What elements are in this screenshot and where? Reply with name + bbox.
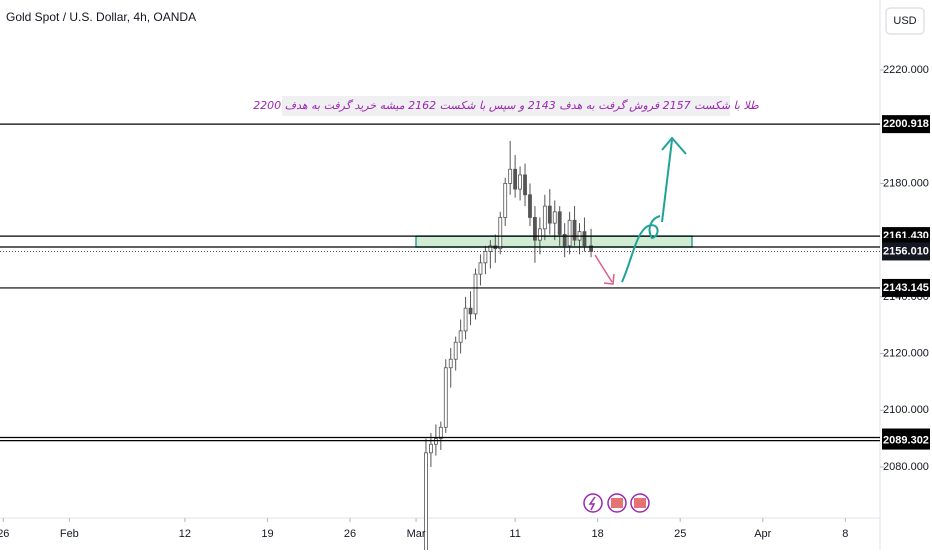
annotation-box	[282, 96, 730, 116]
candle-body	[533, 217, 537, 241]
x-tick-label: 12	[179, 528, 191, 540]
candle-body	[448, 358, 453, 369]
y-tick-label: 2180.000	[883, 177, 929, 189]
x-tick-label: 11	[509, 528, 520, 540]
candle-body	[552, 211, 557, 224]
candle-body	[523, 174, 527, 196]
level-label: 2089.302	[883, 434, 929, 446]
candle-body	[542, 205, 547, 230]
candle-body	[518, 174, 522, 190]
candle-body	[513, 168, 518, 190]
level-label: 2143.145	[883, 282, 929, 294]
y-tick-label: 2080.000	[883, 461, 929, 473]
candle-body	[483, 251, 488, 264]
price-axis: 2220.0002180.0002140.0002120.0002100.000…	[0, 64, 930, 540]
x-tick-label: 18	[592, 528, 604, 540]
candle-body	[488, 245, 493, 252]
event-icons[interactable]	[583, 493, 650, 513]
candle-body	[508, 168, 513, 184]
x-tick-label: Feb	[60, 528, 79, 540]
level-label-box	[882, 242, 930, 261]
zone	[415, 235, 693, 248]
bull-path	[621, 215, 661, 283]
candle-body	[572, 219, 577, 241]
chart-title: Gold Spot / U.S. Dollar, 4h, OANDA	[6, 10, 196, 24]
bear-arrow	[594, 254, 615, 285]
candle-body	[562, 234, 567, 247]
level-label-box	[882, 278, 930, 297]
flag-icon	[611, 498, 623, 508]
candle-body	[463, 307, 468, 332]
level-label: 2200.918	[883, 118, 929, 130]
candle-body	[528, 194, 532, 218]
currency-label[interactable]: USD	[893, 15, 916, 27]
candle-body	[468, 307, 473, 315]
y-tick-label: 2220.000	[883, 64, 929, 76]
bull-arrowhead	[661, 136, 687, 155]
candle-body	[473, 273, 478, 315]
level-label-box	[882, 115, 930, 134]
candle-body	[547, 205, 552, 224]
event-bolt	[588, 496, 596, 511]
x-tick-label: Apr	[754, 528, 771, 540]
event-icon[interactable]	[583, 493, 603, 513]
candle-body	[503, 183, 508, 218]
candle-body	[458, 330, 463, 343]
x-tick-label: Mar	[407, 528, 426, 540]
candle-body	[582, 231, 587, 247]
x-tick-label: 19	[261, 528, 273, 540]
level-label-box	[882, 431, 930, 450]
flag-icon	[634, 498, 646, 508]
candle-body	[567, 219, 572, 247]
candle-body	[453, 341, 458, 360]
x-tick-label: 8	[842, 528, 848, 540]
candle-body	[498, 217, 503, 250]
candle-body	[537, 228, 542, 241]
candle-body	[478, 262, 483, 275]
x-tick-label: 26	[0, 528, 9, 540]
candle-body	[433, 438, 438, 445]
annotation-text: طلا با شکست 2157 فروش گرفت به هدف 2143 و…	[253, 99, 759, 112]
y-tick-label: 2120.000	[883, 347, 929, 359]
candle-body	[557, 211, 562, 235]
candle-body	[438, 426, 443, 440]
plot-area	[0, 123, 880, 555]
x-tick-label: 26	[344, 528, 356, 540]
candle-body	[443, 367, 448, 428]
currency-button[interactable]	[885, 7, 925, 35]
y-tick-label: 2100.000	[883, 404, 929, 416]
x-tick-label: 25	[674, 528, 686, 540]
bull-arrow	[661, 139, 673, 223]
level-label: 2156.010	[883, 245, 929, 257]
candle-body	[429, 443, 433, 454]
